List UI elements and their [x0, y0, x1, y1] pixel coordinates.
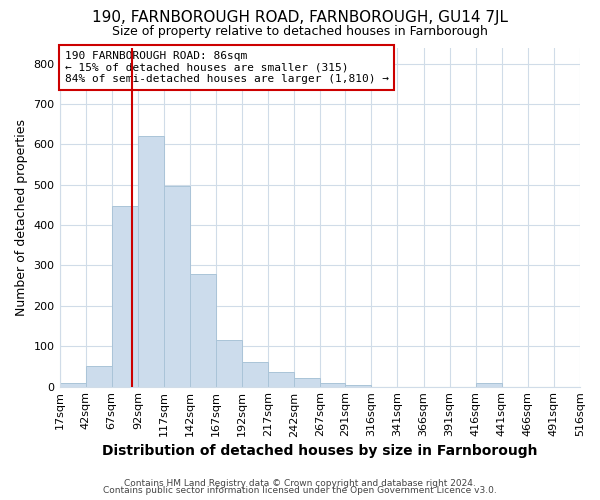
Text: Contains public sector information licensed under the Open Government Licence v3: Contains public sector information licen… — [103, 486, 497, 495]
Bar — [112, 206, 138, 386]
Bar — [164, 186, 190, 386]
Text: 190, FARNBOROUGH ROAD, FARNBOROUGH, GU14 7JL: 190, FARNBOROUGH ROAD, FARNBOROUGH, GU14… — [92, 10, 508, 25]
Bar — [268, 372, 294, 386]
Bar — [476, 384, 502, 386]
Bar — [346, 384, 371, 386]
Bar — [86, 366, 112, 386]
Y-axis label: Number of detached properties: Number of detached properties — [15, 118, 28, 316]
Bar — [320, 382, 346, 386]
Bar — [59, 382, 86, 386]
X-axis label: Distribution of detached houses by size in Farnborough: Distribution of detached houses by size … — [102, 444, 538, 458]
Text: Contains HM Land Registry data © Crown copyright and database right 2024.: Contains HM Land Registry data © Crown c… — [124, 478, 476, 488]
Text: 190 FARNBOROUGH ROAD: 86sqm
← 15% of detached houses are smaller (315)
84% of se: 190 FARNBOROUGH ROAD: 86sqm ← 15% of det… — [65, 51, 389, 84]
Text: Size of property relative to detached houses in Farnborough: Size of property relative to detached ho… — [112, 25, 488, 38]
Bar — [190, 274, 216, 386]
Bar — [242, 362, 268, 386]
Bar — [216, 340, 242, 386]
Bar — [294, 378, 320, 386]
Bar — [138, 136, 164, 386]
